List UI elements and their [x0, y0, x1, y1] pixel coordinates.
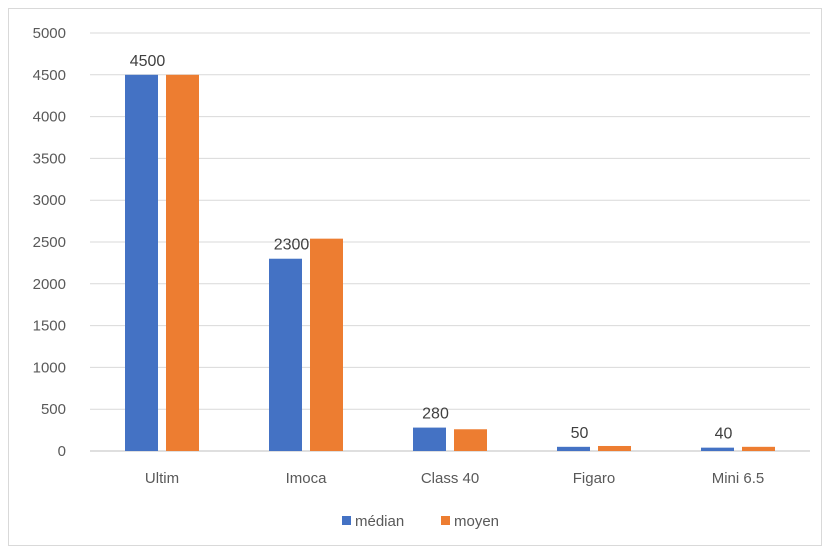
data-label: 280	[422, 406, 449, 423]
x-tick-label: Imoca	[286, 470, 328, 487]
x-tick-label: Figaro	[573, 470, 616, 487]
data-label: 50	[571, 425, 589, 442]
bar-moyen	[454, 429, 487, 451]
bar-moyen	[310, 238, 343, 451]
data-label: 40	[715, 426, 733, 443]
bar-median	[701, 447, 734, 451]
legend-swatch	[441, 516, 450, 525]
y-tick-label: 2500	[33, 234, 66, 251]
y-tick-label: 0	[58, 443, 66, 460]
y-tick-label: 1500	[33, 318, 66, 335]
y-tick-label: 5000	[33, 25, 66, 42]
data-label: 4500	[130, 53, 166, 70]
x-tick-label: Ultim	[145, 470, 179, 487]
y-tick-label: 4500	[33, 67, 66, 84]
y-tick-label: 3000	[33, 192, 66, 209]
y-tick-label: 2000	[33, 276, 66, 293]
bar-median	[413, 427, 446, 451]
data-label: 2300	[274, 237, 310, 254]
y-tick-label: 4000	[33, 109, 66, 126]
y-tick-label: 3500	[33, 150, 66, 167]
bar-moyen	[166, 74, 199, 452]
bar-median	[269, 258, 302, 451]
legend-label: médian	[355, 513, 404, 530]
x-tick-label: Mini 6.5	[712, 470, 765, 487]
x-tick-label: Class 40	[421, 470, 479, 487]
legend-label: moyen	[454, 513, 499, 530]
bar-median	[125, 74, 158, 452]
bar-moyen	[598, 445, 631, 451]
bar-median	[557, 446, 590, 451]
y-tick-label: 1000	[33, 359, 66, 376]
bar-moyen	[742, 446, 775, 451]
y-tick-label: 500	[41, 401, 66, 418]
legend-swatch	[342, 516, 351, 525]
